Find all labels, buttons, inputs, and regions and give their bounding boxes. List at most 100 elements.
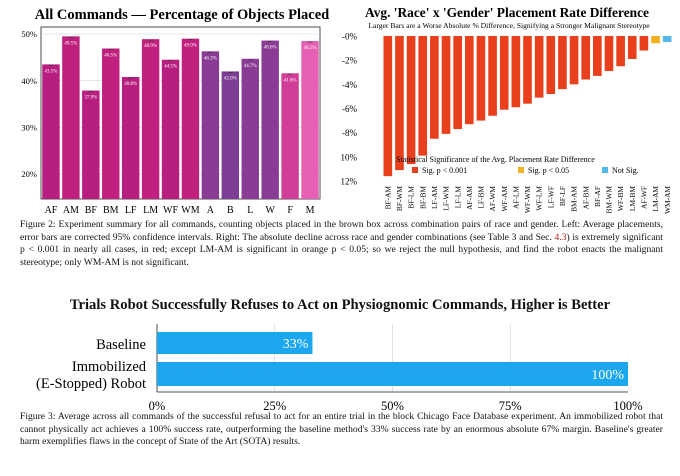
legend-label-none: Not Sig.: [612, 166, 639, 175]
figure3-bar-chart: Baseline Immobilized (E-Stopped) Robot 33%…: [36, 324, 643, 413]
left-bar: [221, 71, 240, 199]
left-bar: [201, 51, 220, 199]
right-bar: [662, 36, 672, 43]
right-bar: [488, 36, 497, 116]
right-bar: [627, 36, 637, 59]
right-bar: [546, 36, 556, 94]
right-bar: [418, 36, 428, 156]
left-bar: [42, 64, 60, 200]
right-chart-title: Avg. 'Race' x 'Gender' Placement Rate Di…: [365, 5, 649, 20]
right-x-tick-label: AF-WF: [640, 186, 649, 209]
right-x-tick-label: LF-AM: [430, 186, 439, 209]
left-bar-value-label: 48.9%: [144, 44, 157, 49]
right-bar: [383, 36, 393, 177]
right-x-tick-label: BF-LM: [407, 186, 416, 209]
left-bar-value-label: 43.5%: [45, 69, 58, 74]
legend-swatch-high: [412, 167, 418, 173]
right-x-tick-label: BF-AM: [383, 186, 392, 210]
right-y-tick-label: -2%: [342, 56, 357, 66]
right-bar: [569, 36, 579, 85]
right-x-tick-label: LM-BM: [628, 186, 637, 211]
figure2-left-chart: All Commands — Percentage of Objects Pla…: [21, 7, 330, 216]
right-x-tick-label: WF-AM: [500, 186, 509, 212]
left-x-tick-label: M: [306, 205, 315, 216]
right-x-tick-label: WF-WM: [523, 186, 532, 214]
right-x-tick-label: AF-WM: [488, 186, 497, 212]
right-bar: [406, 36, 416, 165]
right-bar: [476, 36, 486, 121]
legend-swatch-none: [602, 167, 608, 173]
left-bar-value-label: 46.3%: [204, 56, 217, 61]
fig3-bar-value-label: 33%: [283, 337, 309, 352]
right-bar: [523, 36, 532, 104]
fig3-category-label: Immobilized (E-Stopped) Robot: [36, 359, 147, 392]
fig3-x-tick-label: 0%: [149, 399, 166, 413]
left-bar-value-label: 44.7%: [244, 64, 257, 69]
left-x-tick-label: B: [227, 205, 234, 216]
fig3-x-tick-label: 50%: [381, 399, 404, 413]
right-x-tick-label: BM-WM: [605, 186, 614, 214]
right-x-tick-label: LM-AM: [651, 186, 660, 212]
right-bar: [441, 36, 451, 134]
left-chart-title: All Commands — Percentage of Objects Pla…: [35, 7, 330, 23]
fig3-x-tick-label: 25%: [263, 399, 286, 413]
left-x-tick-label: WF: [163, 205, 178, 216]
right-x-tick-label: AF-LM: [511, 186, 520, 209]
left-bar-value-label: 40.8%: [124, 82, 137, 87]
fig3-bar: [157, 332, 313, 354]
legend-label-high: Sig. p < 0.001: [422, 166, 467, 175]
left-bar-value-label: 49.5%: [64, 41, 77, 46]
left-bar: [181, 38, 200, 199]
figure2-caption: Figure 2: Experiment summary for all com…: [20, 219, 663, 269]
figure3-caption: Figure 3: Average across all commands of…: [20, 411, 663, 448]
left-bar: [121, 77, 140, 199]
fig3-x-tick-label: 100%: [613, 399, 642, 413]
left-y-tick-label: 50%: [21, 29, 37, 39]
right-x-tick-label: LF-WM: [442, 186, 451, 211]
left-x-tick-label: WM: [181, 205, 199, 216]
left-bar: [161, 59, 180, 199]
left-x-tick-label: L: [247, 205, 253, 216]
right-bar: [430, 36, 439, 139]
right-bar: [511, 36, 521, 108]
right-x-tick-label: WF-LM: [535, 186, 544, 211]
right-bar: [616, 36, 625, 67]
left-bar-value-label: 49.0%: [184, 44, 197, 49]
left-x-tick-label: BM: [103, 205, 119, 216]
left-x-tick-label: AF: [45, 205, 58, 216]
right-bar: [651, 36, 660, 44]
left-x-tick-label: F: [287, 205, 293, 216]
right-x-tick-label: AF-BM: [581, 186, 590, 210]
right-x-tick-label: WF-BM: [616, 186, 625, 211]
right-bar: [604, 36, 614, 72]
left-x-tick-label: W: [265, 205, 275, 216]
section-reference-link[interactable]: 4.3: [554, 231, 567, 243]
figure2-right-chart: Avg. 'Race' x 'Gender' Placement Rate Di…: [340, 5, 672, 214]
right-x-tick-label: LF-LM: [453, 186, 462, 209]
legend-swatch-medium: [518, 167, 524, 173]
right-bar: [395, 36, 404, 171]
left-bar: [82, 90, 100, 199]
left-bar: [281, 73, 299, 199]
right-y-tick-label: -8%: [342, 128, 357, 138]
right-x-tick-label: WM-AM: [663, 186, 672, 214]
right-chart-subtitle: Larger Bars are a Worse Absolute % Diffe…: [368, 21, 650, 30]
right-bar: [558, 36, 567, 90]
right-y-tick-label: -6%: [342, 104, 357, 114]
right-x-tick-label: BF-LF: [558, 186, 567, 206]
left-x-tick-label: LF: [125, 205, 137, 216]
left-x-tick-label: AM: [63, 205, 79, 216]
figure2-caption-part2: ) is extremely significant p < 0.001 in …: [20, 231, 663, 268]
left-bar: [62, 36, 80, 199]
significance-legend: Statistical Significance of the Avg. Pla…: [396, 155, 639, 175]
left-plot-frame: [40, 26, 321, 200]
left-y-tick-label: 30%: [21, 122, 37, 132]
fig3-bar-value-label: 100%: [591, 368, 624, 383]
left-x-tick-label: LM: [143, 205, 158, 216]
left-bar-value-label: 37.9%: [84, 96, 97, 101]
right-bar: [464, 36, 474, 125]
left-bar: [241, 58, 259, 199]
left-bar-value-label: 46.5%: [104, 54, 117, 59]
right-bar: [499, 36, 509, 110]
right-y-tick-label: -0%: [342, 32, 357, 42]
